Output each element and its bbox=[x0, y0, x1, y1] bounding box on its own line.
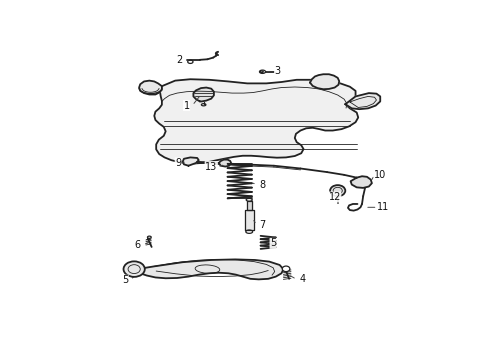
Polygon shape bbox=[194, 87, 214, 102]
Polygon shape bbox=[154, 79, 358, 163]
Text: 8: 8 bbox=[260, 180, 266, 190]
Circle shape bbox=[123, 261, 145, 277]
Polygon shape bbox=[139, 81, 162, 94]
Circle shape bbox=[330, 185, 345, 196]
Text: 13: 13 bbox=[205, 162, 218, 172]
Text: 7: 7 bbox=[259, 220, 266, 230]
Polygon shape bbox=[245, 210, 254, 230]
Polygon shape bbox=[310, 74, 339, 89]
Polygon shape bbox=[351, 176, 372, 188]
Text: 5: 5 bbox=[122, 275, 128, 285]
Text: 2: 2 bbox=[176, 55, 182, 66]
Text: 1: 1 bbox=[183, 100, 190, 111]
Text: 5: 5 bbox=[270, 238, 276, 248]
Text: 10: 10 bbox=[374, 170, 386, 180]
Text: 12: 12 bbox=[328, 192, 341, 202]
Polygon shape bbox=[345, 93, 380, 109]
Polygon shape bbox=[247, 201, 251, 210]
Text: 3: 3 bbox=[274, 66, 281, 76]
Text: 11: 11 bbox=[377, 202, 390, 212]
Text: 4: 4 bbox=[299, 274, 305, 284]
Circle shape bbox=[282, 266, 290, 271]
Polygon shape bbox=[183, 157, 199, 166]
Polygon shape bbox=[219, 159, 231, 167]
Text: 6: 6 bbox=[134, 240, 140, 250]
Text: 9: 9 bbox=[175, 158, 181, 168]
Polygon shape bbox=[129, 260, 283, 279]
